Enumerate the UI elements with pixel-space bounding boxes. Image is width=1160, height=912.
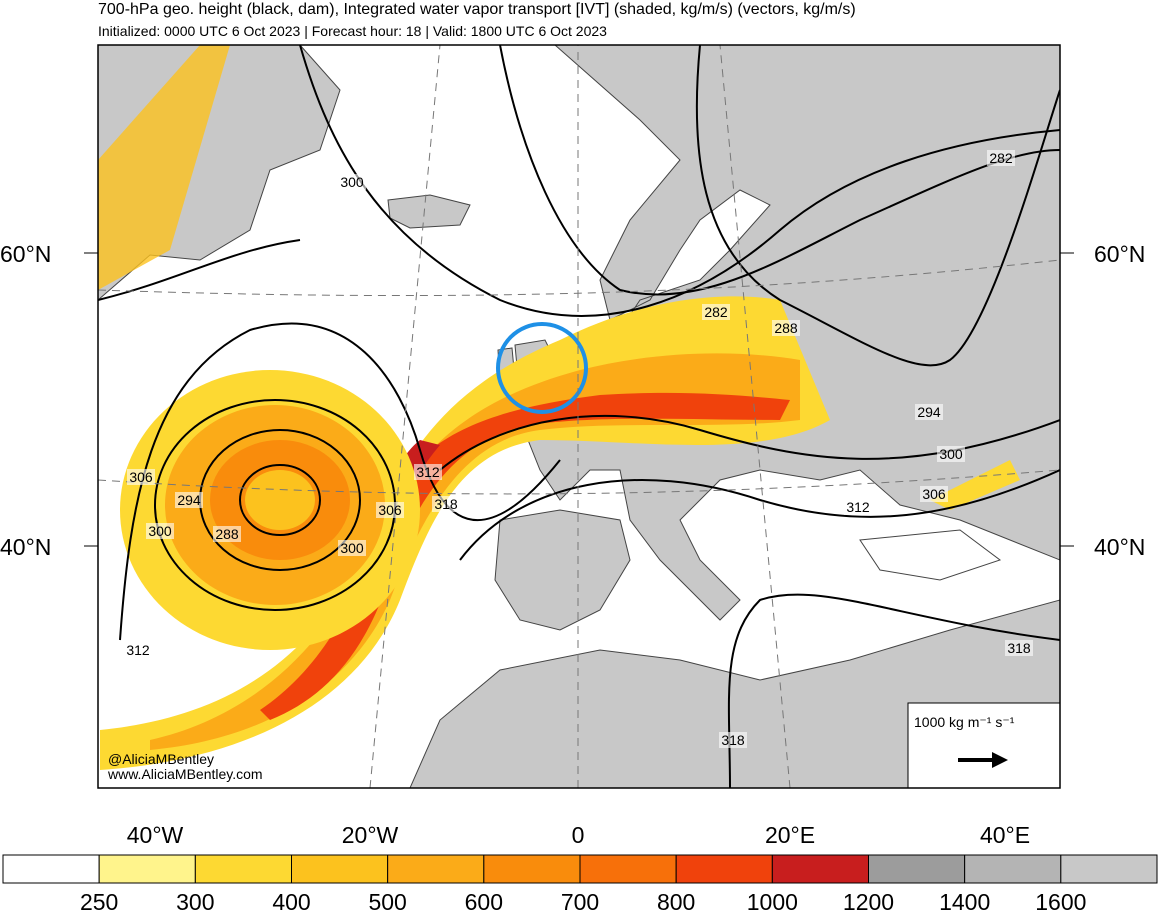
colorbar-swatch bbox=[771, 854, 869, 884]
contour-label: 288 bbox=[774, 320, 798, 336]
colorbar-swatch bbox=[964, 854, 1062, 884]
colorbar-swatch bbox=[194, 854, 292, 884]
colorbar-swatch bbox=[2, 854, 100, 884]
contour-label: 306 bbox=[922, 486, 946, 502]
lon-label: 20°E bbox=[765, 822, 815, 848]
colorbar-swatch bbox=[579, 854, 677, 884]
colorbar-label: 1200 bbox=[843, 889, 894, 912]
colorbar-label: 800 bbox=[657, 889, 695, 912]
colorbar-label: 300 bbox=[176, 889, 214, 912]
contour-label: 300 bbox=[939, 446, 963, 462]
contour-label: 318 bbox=[721, 732, 745, 748]
colorbar-swatch bbox=[291, 854, 389, 884]
vector-legend: 1000 kg m⁻¹ s⁻¹ bbox=[914, 714, 1015, 730]
colorbar-swatch bbox=[675, 854, 773, 884]
colorbar-swatch bbox=[483, 854, 581, 884]
contour-label-bg bbox=[920, 486, 948, 502]
contour-label-bg bbox=[338, 540, 366, 556]
contour-label: 306 bbox=[378, 502, 402, 518]
colorbar-label: 600 bbox=[465, 889, 503, 912]
contour-label-bg bbox=[414, 464, 442, 480]
contour-label-bg bbox=[432, 496, 460, 512]
contour-label-bg bbox=[702, 304, 730, 320]
contour-label-bg bbox=[124, 642, 152, 658]
credit: www.AliciaMBentley.com bbox=[107, 766, 263, 782]
lon-label: 40°W bbox=[127, 822, 184, 848]
contour-label: 312 bbox=[846, 499, 870, 515]
contour-label: 306 bbox=[129, 469, 153, 485]
contour-label-bg bbox=[376, 502, 404, 518]
contour-label: 294 bbox=[917, 404, 941, 420]
colorbar-swatch bbox=[98, 854, 196, 884]
colorbar-swatch bbox=[868, 854, 966, 884]
colorbar-label: 1000 bbox=[747, 889, 798, 912]
contour-label: 300 bbox=[340, 174, 364, 190]
contour-label: 288 bbox=[215, 526, 239, 542]
contour-label-bg bbox=[937, 446, 965, 462]
highlight-circle bbox=[496, 322, 588, 414]
colorbar-label: 1600 bbox=[1035, 889, 1086, 912]
contour-label-bg bbox=[719, 732, 747, 748]
contour-label-bg bbox=[844, 499, 872, 515]
lat-label: 60°N bbox=[1094, 241, 1145, 267]
colorbar-label: 700 bbox=[561, 889, 599, 912]
colorbar-label: 500 bbox=[368, 889, 406, 912]
contour-label-bg bbox=[213, 526, 241, 542]
contour-label-bg bbox=[175, 492, 203, 508]
contour-label-bg bbox=[127, 469, 155, 485]
contour-label: 300 bbox=[340, 540, 364, 556]
map-area: 1000 kg m⁻¹ s⁻¹ @AliciaMBentley www.Alic… bbox=[98, 45, 1060, 788]
contour-label-bg bbox=[915, 404, 943, 420]
contour-label-bg bbox=[1005, 640, 1033, 656]
colorbar-swatch bbox=[1060, 854, 1158, 884]
contour-label-bg bbox=[987, 150, 1015, 166]
lat-label: 60°N bbox=[0, 241, 51, 267]
lon-label: 20°W bbox=[342, 822, 399, 848]
contour-label: 318 bbox=[1007, 640, 1031, 656]
colorbar-label: 1400 bbox=[939, 889, 990, 912]
lon-label: 40°E bbox=[980, 822, 1030, 848]
contour-label: 282 bbox=[989, 150, 1013, 166]
credit: @AliciaMBentley bbox=[108, 751, 214, 767]
contour-label: 282 bbox=[704, 304, 728, 320]
contour-label: 300 bbox=[148, 523, 172, 539]
lon-label: 0 bbox=[572, 822, 585, 848]
lat-label: 40°N bbox=[0, 534, 51, 560]
contour-label-bg bbox=[146, 523, 174, 539]
contour-label: 312 bbox=[416, 464, 440, 480]
colorbar-label: 400 bbox=[272, 889, 310, 912]
lat-label: 40°N bbox=[1094, 534, 1145, 560]
contour-label-bg bbox=[772, 320, 800, 336]
title: 700-hPa geo. height (black, dam), Integr… bbox=[98, 1, 856, 18]
contour-label: 294 bbox=[177, 492, 201, 508]
subtitle: Initialized: 0000 UTC 6 Oct 2023 | Forec… bbox=[98, 23, 607, 39]
contour-label: 312 bbox=[126, 642, 150, 658]
contour-label-bg bbox=[338, 174, 366, 190]
colorbar-label: 250 bbox=[80, 889, 118, 912]
colorbar-swatch bbox=[387, 854, 485, 884]
contour-label: 318 bbox=[434, 496, 458, 512]
